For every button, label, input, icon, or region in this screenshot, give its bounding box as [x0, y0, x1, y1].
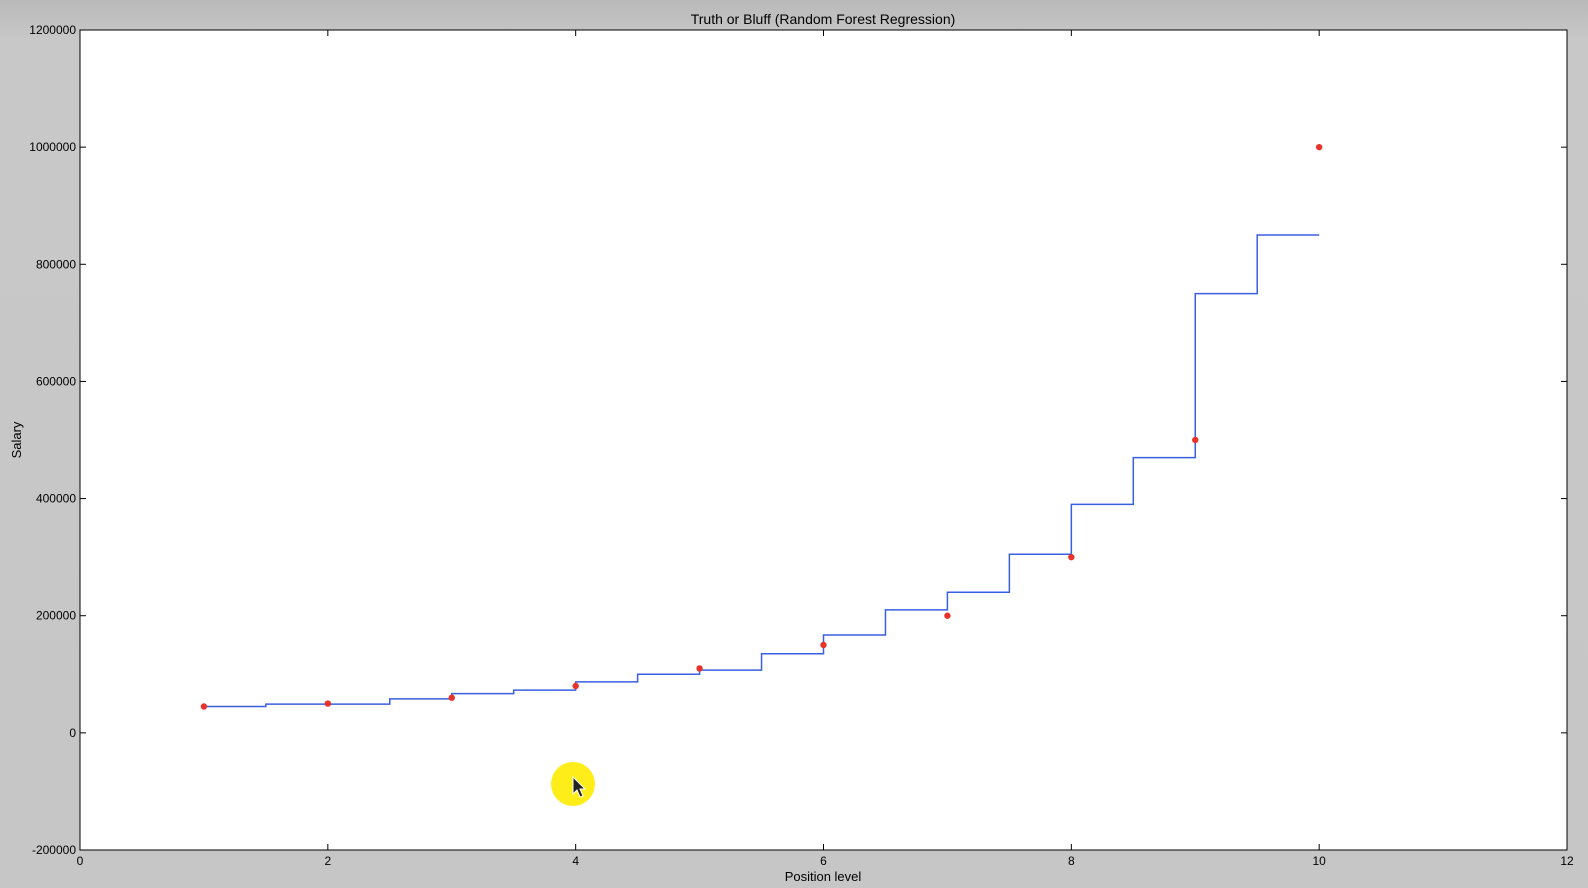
- y-axis-ticks: -200000 0 200000 400000 600000 800000 1000000 1…: [29, 23, 1567, 857]
- data-point: [448, 694, 455, 701]
- x-axis-ticks: 0 2 4 6 8 10 12: [77, 30, 1574, 868]
- mouse-pointer-icon: [572, 775, 587, 798]
- x-tick-label: 2: [324, 854, 331, 868]
- observed-points: [200, 143, 1323, 710]
- data-point: [324, 700, 332, 707]
- y-axis-label: Salary: [9, 421, 24, 458]
- x-tick-label: 10: [1312, 854, 1326, 868]
- data-point: [820, 641, 827, 649]
- y-tick-label: 1000000: [29, 140, 76, 154]
- x-tick-label: 4: [572, 854, 579, 868]
- data-point: [1315, 143, 1323, 151]
- x-axis-label: Position level: [785, 869, 862, 884]
- y-tick-label: 600000: [36, 374, 76, 388]
- plot-area: [79, 29, 1568, 851]
- data-point: [944, 612, 951, 619]
- data-point: [572, 682, 579, 690]
- x-tick-label: 0: [77, 854, 84, 868]
- x-tick-label: 6: [820, 854, 827, 868]
- cursor-highlight: [551, 762, 595, 806]
- y-tick-label: 400000: [36, 492, 76, 506]
- data-point: [1068, 553, 1075, 561]
- y-tick-label: 0: [69, 726, 76, 740]
- y-tick-label: 1200000: [29, 23, 76, 37]
- y-tick-label: 200000: [36, 609, 76, 623]
- data-point: [200, 703, 208, 710]
- y-tick-label: -200000: [32, 843, 76, 857]
- chart-title: Truth or Bluff (Random Forest Regression…: [691, 11, 956, 27]
- data-point: [696, 665, 703, 672]
- data-point: [1192, 436, 1199, 444]
- y-tick-label: 800000: [36, 257, 76, 271]
- x-tick-label: 8: [1068, 854, 1075, 868]
- x-tick-label: 12: [1560, 854, 1574, 868]
